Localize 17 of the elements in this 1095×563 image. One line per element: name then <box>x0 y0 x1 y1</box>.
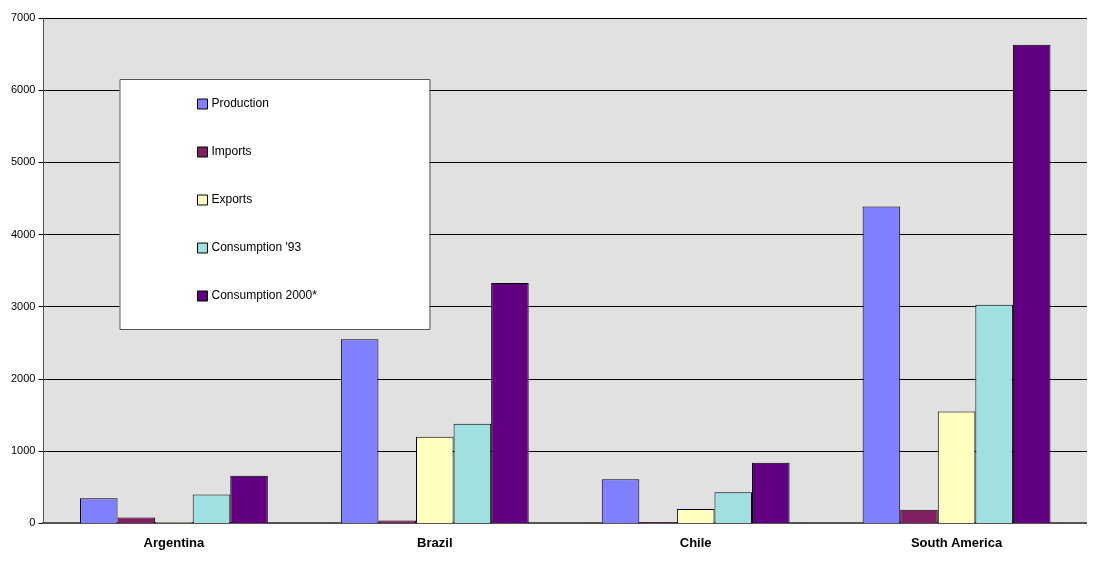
x-tick-label: South America <box>910 534 1003 550</box>
legend-label: Consumption '93 <box>211 240 302 255</box>
y-tick-label: 6000 <box>10 83 36 96</box>
x-tick-label: Argentina <box>143 534 206 550</box>
y-tick-label: 0 <box>29 516 36 529</box>
x-tick-label: Chile <box>679 534 712 550</box>
y-tick-label: 1000 <box>10 444 36 457</box>
y-tick-label: 3000 <box>10 299 36 312</box>
legend-label: Production <box>211 96 269 111</box>
legend-label: Exports <box>211 192 253 207</box>
y-tick-label: 5000 <box>10 155 36 168</box>
y-tick-label: 2000 <box>10 372 36 385</box>
legend-label: Consumption 2000* <box>211 288 318 303</box>
legend-label: Imports <box>211 144 252 159</box>
y-tick-label: 7000 <box>10 11 36 24</box>
x-tick-label: Brazil <box>417 534 453 550</box>
y-tick-label: 4000 <box>10 227 36 240</box>
